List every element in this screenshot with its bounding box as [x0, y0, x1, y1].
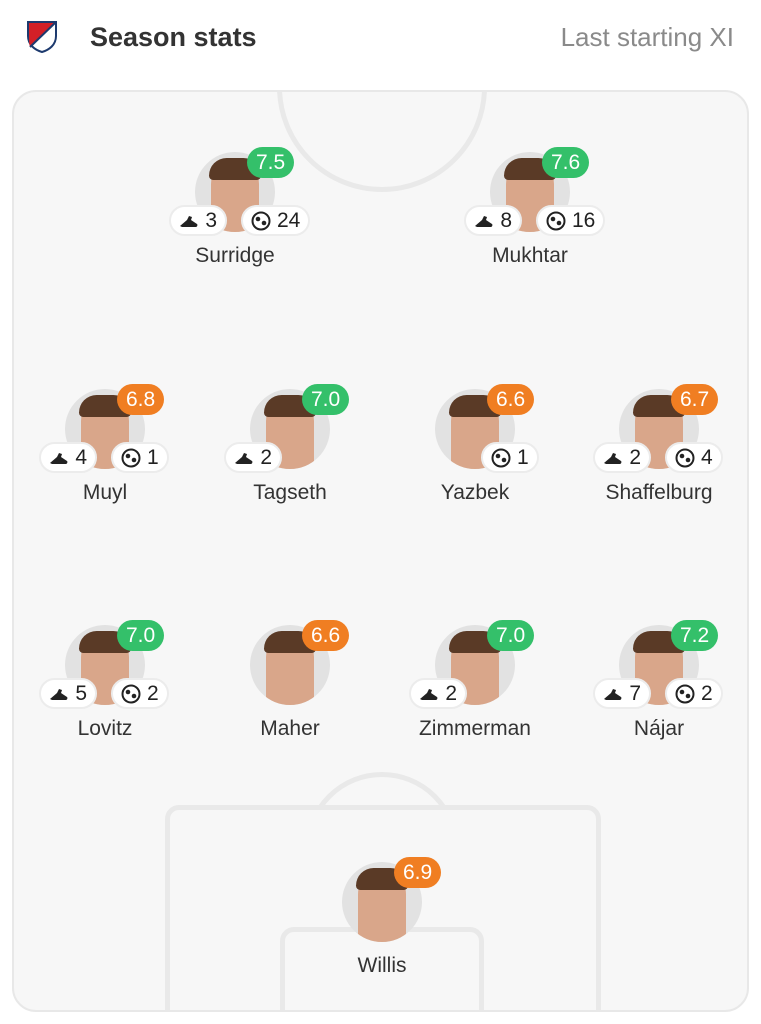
assists-pill: 7 [593, 678, 651, 709]
rating-badge: 7.0 [302, 384, 350, 415]
center-circle [277, 92, 487, 192]
ball-icon [546, 211, 566, 230]
assists-pill: 4 [39, 442, 97, 473]
rating-badge: 6.8 [117, 384, 165, 415]
ball-icon [491, 448, 511, 467]
player-name: Lovitz [77, 717, 133, 740]
player-name: Muyl [82, 481, 128, 504]
player-name: Surridge [195, 244, 275, 267]
ball-icon [675, 448, 695, 467]
goals-count: 4 [701, 445, 713, 469]
boot-icon [604, 452, 622, 464]
rating-badge: 6.9 [394, 857, 442, 888]
assists-pill: 5 [39, 678, 97, 709]
boot-icon [604, 688, 622, 700]
player-name: Yazbek [440, 481, 510, 504]
goals-pill: 2 [665, 678, 723, 709]
boot-icon [475, 215, 493, 227]
goals-pill: 4 [665, 442, 723, 473]
ball-icon [251, 211, 271, 230]
pitch: 7.5 3 24 Surridge 7.6 8 16 Mukhtar 6.8 4 1 Muyl 7.0 2… [12, 90, 749, 1012]
goals-pill: 16 [536, 205, 606, 236]
assists-pill: 2 [409, 678, 467, 709]
player-name: Zimmerman [418, 717, 531, 740]
ball-icon [121, 448, 141, 467]
assists-pill: 2 [593, 442, 651, 473]
player-name: Shaffelburg [605, 481, 713, 504]
boot-icon [50, 452, 68, 464]
rating-badge: 7.2 [671, 620, 719, 651]
goals-count: 24 [277, 208, 301, 232]
assists-count: 2 [445, 681, 457, 705]
player-avatar [342, 862, 422, 942]
ball-icon [121, 684, 141, 703]
goals-pill: 1 [111, 442, 169, 473]
assists-pill: 2 [224, 442, 282, 473]
player-name: Tagseth [253, 481, 327, 504]
boot-icon [180, 215, 198, 227]
player-name: Nájar [633, 717, 685, 740]
goals-count: 16 [572, 208, 596, 232]
boot-icon [235, 452, 253, 464]
rating-badge: 7.0 [117, 620, 165, 651]
goals-pill: 2 [111, 678, 169, 709]
page-title: Season stats [90, 22, 257, 52]
assists-count: 8 [500, 208, 512, 232]
goals-count: 1 [147, 445, 159, 469]
assists-pill: 8 [464, 205, 522, 236]
rating-badge: 6.6 [302, 620, 350, 651]
rating-badge: 6.6 [487, 384, 535, 415]
rating-badge: 6.7 [671, 384, 719, 415]
player-name: Willis [357, 954, 407, 977]
player-name: Mukhtar [492, 244, 568, 267]
player-name: Maher [260, 717, 320, 740]
ball-icon [675, 684, 695, 703]
goals-count: 1 [517, 445, 529, 469]
goals-count: 2 [701, 681, 713, 705]
header: Season stats Last starting XI [0, 0, 761, 80]
rating-badge: 7.5 [247, 147, 295, 178]
assists-count: 2 [629, 445, 641, 469]
assists-count: 3 [205, 208, 217, 232]
assists-count: 2 [260, 445, 272, 469]
assists-pill: 3 [169, 205, 227, 236]
boot-icon [420, 688, 438, 700]
goals-pill: 24 [241, 205, 311, 236]
assists-count: 7 [629, 681, 641, 705]
penalty-box [165, 805, 601, 1010]
mls-logo [27, 21, 57, 54]
goals-pill: 1 [481, 442, 539, 473]
rating-badge: 7.6 [542, 147, 590, 178]
assists-count: 4 [75, 445, 87, 469]
assists-count: 5 [75, 681, 87, 705]
lineup-label[interactable]: Last starting XI [560, 22, 734, 52]
boot-icon [50, 688, 68, 700]
goals-count: 2 [147, 681, 159, 705]
rating-badge: 7.0 [487, 620, 535, 651]
